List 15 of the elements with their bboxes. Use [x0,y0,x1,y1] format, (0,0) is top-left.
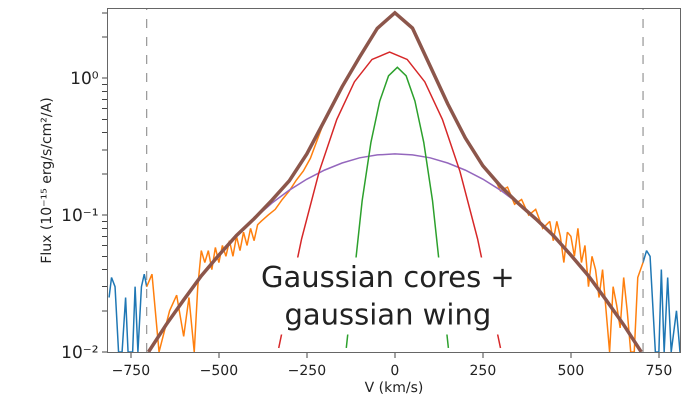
x-tick-label: 500 [558,362,584,379]
y-axis-title: Flux (10⁻¹⁵ erg/s/cm²/A) [38,97,55,264]
x-tick-label: −750 [112,362,150,379]
x-tick-label: −250 [288,362,326,379]
x-tick-label: 0 [390,362,400,379]
x-axis-title: V (km/s) [364,380,424,396]
x-tick-label: 250 [470,362,496,379]
y-tick-label: 10⁻² [61,342,99,363]
y-tick-label: 10⁻¹ [61,206,99,226]
y-tick-label: 10⁰ [70,69,99,90]
x-tick-label: 750 [646,362,672,379]
line-series [642,250,680,352]
annotation: Gaussian cores + gaussian wing [261,260,515,332]
line-series [108,273,148,352]
x-tick-label: −500 [200,362,238,379]
